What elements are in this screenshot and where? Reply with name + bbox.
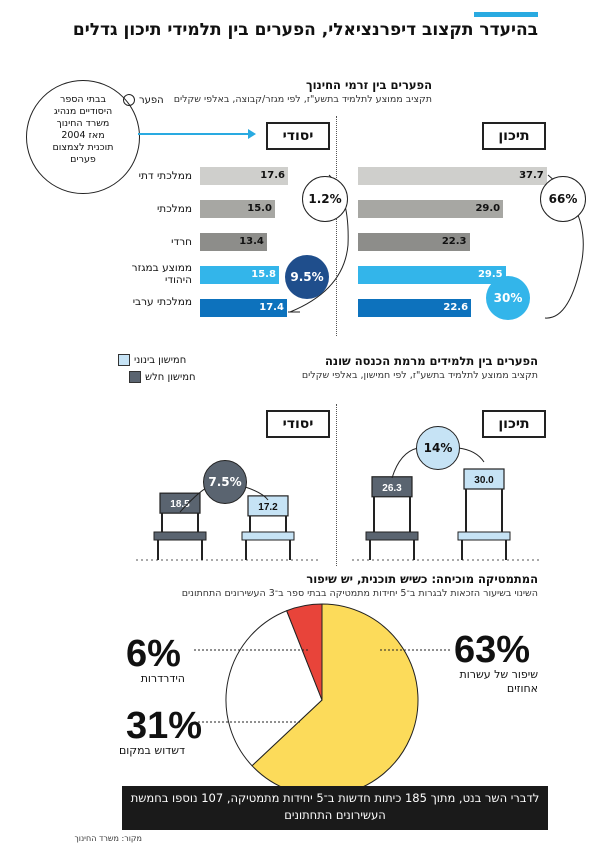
bar [358,167,548,185]
legend-swatch [118,354,130,366]
bar [358,266,506,284]
section2-subtitle: תקציב ממוצע לתלמיד בתשע"ז, לפי חמישון, ב… [301,370,538,381]
bar [358,200,504,218]
gap-circle: 14% [416,426,460,470]
gap-legend-label: הפער [139,94,164,106]
callout-circle [26,80,140,194]
source-credit: מקור: משרד החינוך [74,834,143,843]
bar-value-label: 17.6 [260,170,285,181]
bar [358,299,472,317]
accent-bar [474,12,538,17]
section2-divider [336,404,337,566]
desk-middle-high-seat [457,531,511,541]
label-decline: הידרדרות [140,672,185,685]
connector [457,447,485,463]
pct-improve: 63% [454,629,531,671]
desk-middle-elementary-value-label: 17.2 [258,502,278,513]
connector [391,447,419,479]
pie-slice-stagnate [225,610,323,767]
section2-title: הפערים בין תלמידים מרמת הכנסה שונה [324,354,538,368]
bar-value-label: 15.8 [251,269,276,280]
cat-label: ממלכתי דתי [138,170,192,182]
desk-weak-elementary-seatback [159,492,201,514]
desk-middle-elementary-seat [241,531,295,541]
footer-note: לדברי השר בנט, מתוך 185 כיתות חדשות ב־5 … [122,786,548,830]
cat-label: חרדי [171,236,192,248]
legend-weak-label: חמישון חלש [145,371,196,383]
callout-arrow [138,129,256,139]
label-high-school: תיכון [482,410,546,438]
section1-subtitle: תקציב ממוצע לתלמיד בתשע"ז, לפי מגזר/קבוצ… [173,94,432,105]
gap-circle: 66% [540,176,586,222]
legend-swatch [129,371,141,383]
legend-middle-label: חמישון בינוני [134,354,187,366]
gap-circle: 30% [486,276,530,320]
bar-value-label: 29.0 [475,203,501,214]
bar-value-label: 22.3 [441,236,467,247]
desk-weak-high-value-label: 26.3 [382,483,402,494]
bar [200,266,280,284]
desk-middle-high-value-label: 30.0 [474,475,494,486]
section3-title: המתמטיקה מוכיחה: כשיש תוכנית, יש שיפור [306,572,538,586]
cat-label: ממלכתי ערבי [132,296,192,308]
label-improve: שיפור של עשרות אחוזים [459,668,538,695]
legend-weak: חמישון חלש [129,371,196,383]
page-title: בהיעדר תקצוב דיפרנציאלי, הפערים בין תלמי… [72,20,538,40]
bar-value-label: 22.6 [443,302,469,313]
cat-label: ממוצע במגזר היהודי [131,262,192,286]
cat-label: ממלכתי [156,203,192,215]
bar [200,167,289,185]
desk-weak-elementary-value-label: 18.5 [170,499,190,510]
bar [200,200,276,218]
section1-divider [336,116,337,336]
label-elementary: יסודי [266,122,330,150]
label-elementary: יסודי [266,410,330,438]
bar [358,233,470,251]
pct-decline: 6% [126,633,181,675]
gap-circle: 9.5% [285,255,329,299]
section3-subtitle: השינוי בשיעור הזכאות לבגרות ב־5 יחידות מ… [181,588,538,599]
bar-value-label: 13.4 [239,236,264,247]
section1-title: הפערים בין זרמי החינוך [305,78,432,92]
bar-value-label: 15.0 [247,203,272,214]
legend-middle: חמישון בינוני [118,354,186,366]
desk-middle-high-seatback [463,468,505,490]
desk-weak-high-seat [365,531,419,541]
bar-value-label: 17.4 [259,302,284,313]
bar [200,233,268,251]
bar-value-label: 37.7 [519,170,544,181]
bar [200,299,288,317]
bar-value-label: 29.5 [477,269,503,280]
label-stagnate: דשדוש במקום [118,744,185,757]
pie-slice-decline [286,603,323,701]
desk-middle-elementary-seatback [247,495,289,517]
desk-weak-elementary-seat [153,531,207,541]
gap-circle: 1.2% [302,176,348,222]
gap-circle: 7.5% [203,460,247,504]
label-high-school: תיכון [482,122,546,150]
pct-stagnate: 31% [126,705,203,747]
callout-text: בבתי הספר היסודיים מנהיג משרד החינוך מאז… [52,94,114,165]
